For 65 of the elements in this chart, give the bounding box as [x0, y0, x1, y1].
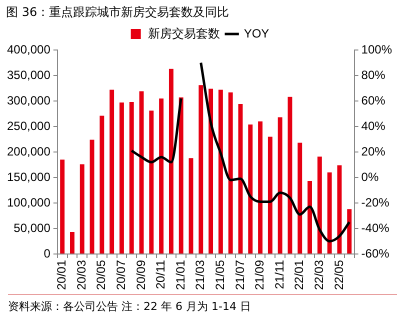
bar — [268, 136, 272, 254]
bar — [60, 160, 65, 254]
bar — [288, 96, 292, 254]
bar — [70, 232, 74, 254]
bar — [149, 110, 154, 254]
bar — [248, 124, 253, 254]
legend-label: 新房交易套数 — [148, 26, 220, 40]
y-tick-label: 150,000 — [6, 170, 51, 184]
bar — [159, 98, 164, 254]
x-tick-label: 22/05 — [332, 260, 346, 290]
bar — [129, 102, 134, 254]
y2-tick-label: 100% — [361, 42, 392, 56]
x-tick-label: 20/07 — [114, 260, 128, 290]
x-tick-label: 20/11 — [154, 260, 168, 290]
y2-tick-label: -40% — [361, 220, 390, 235]
y2-tick-label: -20% — [361, 195, 390, 210]
x-tick-label: 21/01 — [173, 260, 188, 290]
y2-tick-label: 60% — [361, 93, 386, 108]
bar — [198, 85, 204, 254]
legend-label: YOY — [244, 26, 270, 40]
bar — [188, 158, 194, 254]
bar — [100, 116, 104, 254]
x-tick-label: 21/05 — [213, 260, 227, 290]
x-tick-label: 21/09 — [252, 260, 267, 290]
x-tick-label: 21/07 — [232, 260, 247, 290]
bar — [278, 117, 282, 254]
y-tick-label: 100,000 — [6, 195, 51, 210]
bar — [178, 97, 184, 254]
bar — [317, 156, 322, 254]
y2-tick-label: 0% — [361, 170, 379, 184]
y2-tick-label: 20% — [361, 144, 386, 158]
x-tick-label: 20/09 — [134, 260, 148, 290]
bar — [228, 92, 233, 254]
bar — [110, 90, 114, 254]
x-tick-label: 20/05 — [94, 260, 108, 290]
y2-tick-label: 40% — [361, 118, 386, 133]
y-tick-label: 400,000 — [6, 42, 51, 56]
y-tick-label: 300,000 — [6, 93, 51, 108]
x-tick-label: 22/01 — [292, 260, 306, 290]
x-tick-label: 20/01 — [54, 260, 69, 290]
x-tick-label: 21/03 — [193, 260, 208, 290]
bar — [168, 68, 174, 254]
bar — [298, 142, 302, 254]
chart-title: 图 36：重点跟踪城市新房交易套数及同比 — [5, 4, 230, 21]
y-tick-label: 350,000 — [6, 68, 51, 82]
bar — [347, 209, 352, 254]
bar — [327, 172, 332, 254]
x-tick-label: 20/03 — [74, 260, 88, 290]
text: 资料来源：各公司公告 注：22 年 6 月为 1-14 日 — [8, 294, 397, 314]
x-tick-label: 22/03 — [312, 260, 326, 290]
bar — [308, 181, 312, 254]
y-tick-label: 50,000 — [14, 220, 51, 235]
y-tick-label: 200,000 — [6, 144, 51, 158]
bar — [208, 88, 214, 254]
bar — [258, 121, 263, 254]
bar — [218, 90, 223, 254]
y-tick-label: 0 — [44, 246, 51, 260]
x-tick-label: 21/11 — [272, 260, 286, 290]
bar — [337, 165, 342, 254]
bar — [119, 102, 124, 254]
y-tick-label: 250,000 — [6, 118, 51, 133]
bar — [90, 140, 94, 254]
y2-tick-label: -60% — [361, 246, 390, 260]
y2-tick-label: 80% — [361, 68, 386, 82]
bar — [80, 164, 84, 254]
